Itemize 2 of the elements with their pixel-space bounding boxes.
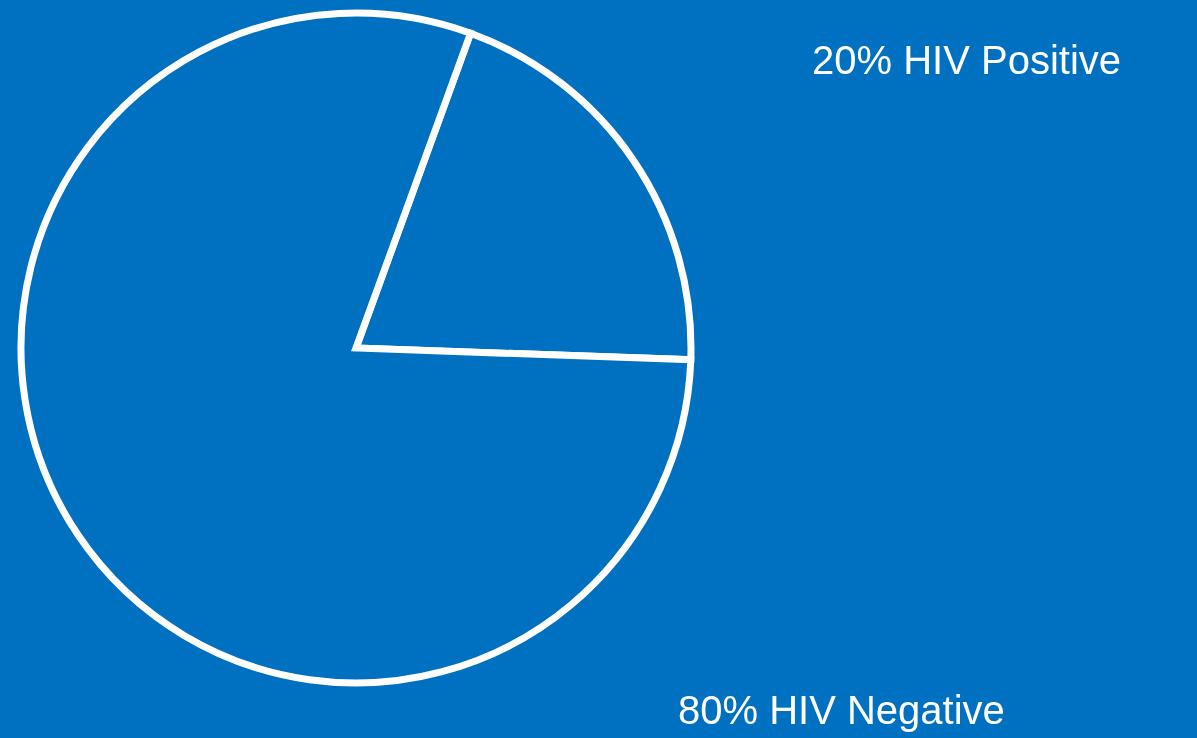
- slice-label: 80% HIV Negative: [678, 688, 1005, 732]
- slice-label: 20% HIV Positive: [812, 38, 1122, 82]
